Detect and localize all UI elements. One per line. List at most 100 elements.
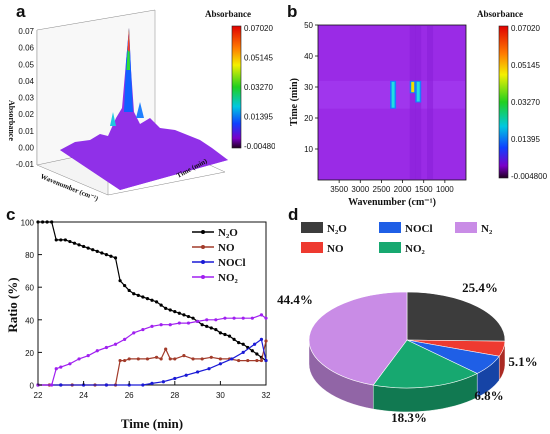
colorbar-b [498, 25, 509, 179]
colorbar-a-tick-label: 0.01395 [244, 113, 273, 122]
series-point-NO2 [177, 321, 181, 325]
heatmap-x-tick-label: 3500 [330, 185, 348, 194]
pie-percent-label: 18.3% [391, 410, 427, 425]
pie-percent-label: 6.8% [474, 388, 503, 403]
panel-b-label: b [287, 2, 298, 21]
colorbar-a-tick-label: 0.07020 [244, 24, 273, 33]
z-tick-label: 0.00 [18, 143, 34, 152]
series-point-N2O [223, 332, 227, 337]
series-point-N2O [218, 331, 222, 335]
panel-b-heatmap: 3500 3000 2500 2000 1500 1000 10 20 30 40 50 Wave… [289, 9, 548, 208]
series-point-NO2 [54, 367, 58, 371]
series-point-NOCl [259, 337, 264, 341]
series-point-N2O [63, 238, 67, 242]
series-point-N2O [154, 300, 159, 304]
series-point-N2O [168, 308, 172, 312]
series-point-NOCl [230, 357, 234, 361]
series-point-N2O [109, 254, 113, 258]
pie-legend-swatch [379, 242, 401, 253]
series-point-NOCl [184, 373, 188, 377]
series-point-NOCl [207, 367, 211, 371]
pie-legend-label: N₂O [327, 223, 347, 235]
series-point-NO2 [205, 318, 209, 322]
series-point-N2O [113, 256, 118, 260]
colorbar-a-tick-label: 0.05145 [244, 54, 273, 63]
heatmap-stripe [409, 26, 416, 179]
series-point-NOCl [241, 350, 245, 354]
z-axis-label: Absorbance [7, 100, 16, 141]
pie-body [308, 291, 506, 413]
series-point-N2O [95, 249, 99, 253]
series-point-NO [255, 358, 259, 363]
z-tick-label: 0.04 [18, 77, 34, 86]
legend-label-N2O: N₂O [218, 227, 238, 239]
series-point-N2O [77, 243, 81, 247]
series-point-N2O [141, 295, 145, 299]
series-point-N2O [209, 326, 213, 330]
z-axis-ticks: 0.07 0.06 0.05 0.04 0.03 0.02 0.01 0.00 -0.01 [16, 27, 35, 169]
line-y-ticks: 0 20 40 60 80 100 [21, 219, 42, 391]
series-point-NO [218, 357, 222, 361]
series-point-NO [145, 357, 150, 361]
series-point-NOCl [173, 376, 177, 381]
series-point-NO [264, 339, 268, 343]
series-point-N2O [159, 303, 163, 307]
z-tick-label: 0.02 [18, 110, 34, 119]
series-point-NO2 [77, 357, 81, 361]
colorbar-b-title: Absorbance [477, 9, 523, 19]
pie-legend-label: NOCl [405, 223, 433, 235]
heatmap-x-tick-label: 2500 [373, 185, 391, 194]
series-point-NO [127, 357, 131, 361]
line-x-tick-label: 24 [79, 391, 88, 400]
series-point-N2O [237, 341, 241, 345]
series-point-N2O [232, 337, 236, 341]
panel-d-pie-chart: N₂O NOCl N₂ NO NO₂ 25.4% 5.1% 6.8% 18.3% 44.4% [277, 222, 538, 425]
line-x-tick-label: 22 [34, 391, 43, 400]
legend-marker-NO2 [201, 275, 205, 279]
heatmap-y-ticks: 10 20 30 40 50 [304, 21, 318, 154]
surface-peaks [60, 28, 228, 190]
series-point-NOCl [150, 381, 154, 385]
line-x-tick-label: 30 [216, 391, 225, 400]
series-point-NO2 [141, 327, 145, 332]
series-point-NO [164, 347, 168, 351]
line-y-tick-label: 80 [25, 251, 34, 260]
pie-percent-label: 25.4% [462, 280, 498, 295]
heatmap-x-tick-label: 3000 [351, 185, 369, 194]
series-point-NO2 [168, 323, 172, 327]
heatmap-hotspot-core [411, 81, 415, 93]
pie-slice [406, 291, 506, 342]
series-point-N2O [241, 342, 245, 346]
series-point-N2O [250, 349, 254, 353]
series-point-NO [123, 358, 127, 363]
line-y-label: Ratio (%) [5, 277, 20, 332]
legend-label-NO2: NO₂ [218, 272, 239, 284]
series-point-NO2 [259, 313, 264, 317]
series-point-NO2 [250, 316, 254, 320]
series-point-NO [159, 357, 163, 361]
series-point-NO2 [123, 337, 127, 341]
heatmap-hotspot-core [391, 81, 395, 108]
line-series-group [36, 220, 268, 387]
legend-label-NO: NO [218, 242, 235, 254]
series-point-N2O [82, 244, 86, 249]
series-point-NO [209, 355, 213, 359]
z-tick-label: 0.05 [18, 60, 34, 69]
colorbar-b-tick-label: 0.01395 [511, 135, 540, 144]
series-point-N2O [100, 251, 104, 255]
peak-small [110, 112, 116, 126]
series-point-NO [259, 358, 264, 363]
panel-c-line-chart: 22 24 26 28 30 32 0 20 40 60 80 100 Time (min) Rat… [5, 219, 271, 432]
series-point-NOCl [161, 380, 165, 384]
legend-marker-NO [201, 245, 205, 249]
pie-legend: N₂O NOCl N₂ NO NO₂ [301, 222, 493, 255]
series-point-NO2 [223, 316, 227, 320]
pie-legend-label: N₂ [481, 223, 493, 235]
series-point-NO [118, 358, 122, 363]
series-point-N2O [200, 323, 204, 327]
heatmap-x-tick-label: 1500 [415, 185, 433, 194]
line-y-tick-label: 40 [25, 316, 34, 325]
series-point-N2O [68, 239, 72, 244]
heatmap-y-tick-label: 40 [304, 52, 313, 61]
series-point-NO2 [104, 345, 108, 350]
